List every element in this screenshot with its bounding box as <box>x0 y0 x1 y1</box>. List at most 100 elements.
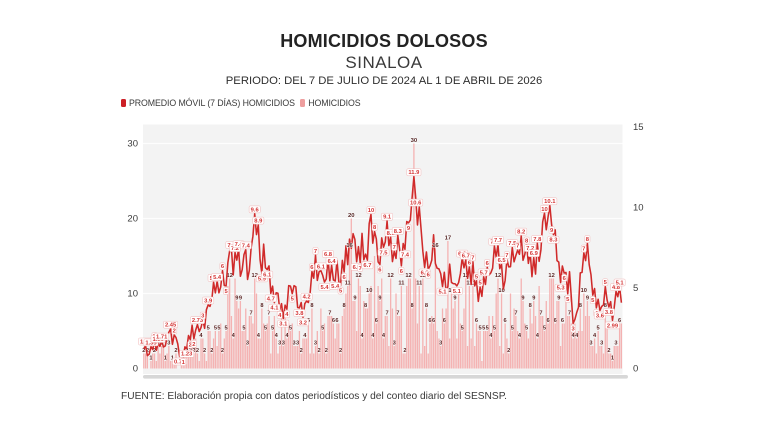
svg-text:2: 2 <box>146 348 149 354</box>
svg-text:2: 2 <box>196 348 199 354</box>
svg-text:7: 7 <box>250 311 253 317</box>
svg-text:11.9: 11.9 <box>408 170 420 176</box>
svg-text:17: 17 <box>445 236 452 242</box>
svg-text:5: 5 <box>604 280 608 286</box>
svg-text:8.1: 8.1 <box>387 231 396 237</box>
svg-text:6: 6 <box>554 318 557 324</box>
svg-text:3: 3 <box>314 341 317 347</box>
svg-text:2: 2 <box>300 348 303 354</box>
svg-text:20: 20 <box>127 214 138 225</box>
svg-text:4.7: 4.7 <box>267 296 275 302</box>
svg-text:4: 4 <box>593 333 597 339</box>
svg-text:16: 16 <box>346 243 353 249</box>
svg-text:5: 5 <box>225 326 228 332</box>
svg-text:15: 15 <box>633 122 644 133</box>
svg-text:7: 7 <box>505 253 508 259</box>
svg-text:12: 12 <box>355 273 361 279</box>
svg-text:11: 11 <box>416 281 422 287</box>
svg-text:8.9: 8.9 <box>254 219 263 225</box>
svg-text:5.4: 5.4 <box>213 275 222 281</box>
svg-text:5: 5 <box>543 326 546 332</box>
svg-text:8: 8 <box>373 225 377 231</box>
svg-text:8: 8 <box>260 303 263 309</box>
svg-text:6: 6 <box>310 265 314 271</box>
svg-text:0: 0 <box>633 364 638 375</box>
svg-text:8.3: 8.3 <box>394 229 403 235</box>
svg-text:16: 16 <box>432 243 439 249</box>
svg-text:8: 8 <box>425 303 428 309</box>
svg-text:1: 1 <box>149 356 152 362</box>
svg-text:6: 6 <box>378 267 382 273</box>
svg-text:3: 3 <box>571 327 575 333</box>
svg-text:2: 2 <box>325 348 328 354</box>
svg-text:6: 6 <box>342 275 346 281</box>
svg-text:4: 4 <box>303 333 307 339</box>
svg-text:7.8: 7.8 <box>533 237 542 243</box>
svg-text:7: 7 <box>539 311 542 317</box>
svg-text:6: 6 <box>332 318 335 324</box>
svg-text:9: 9 <box>586 296 589 302</box>
svg-text:5.4: 5.4 <box>320 285 329 291</box>
svg-text:7: 7 <box>267 311 270 317</box>
svg-text:9: 9 <box>353 296 356 302</box>
svg-text:5.7: 5.7 <box>480 270 488 276</box>
svg-text:6.7: 6.7 <box>462 254 470 260</box>
svg-text:6: 6 <box>504 318 507 324</box>
svg-text:4: 4 <box>232 333 236 339</box>
svg-text:3.8: 3.8 <box>295 311 304 317</box>
svg-text:5: 5 <box>339 289 343 295</box>
svg-text:2: 2 <box>607 348 610 354</box>
svg-text:6: 6 <box>432 318 435 324</box>
svg-text:9: 9 <box>378 296 381 302</box>
svg-text:11: 11 <box>466 281 472 287</box>
svg-text:10: 10 <box>633 202 644 213</box>
svg-text:12: 12 <box>227 273 233 279</box>
svg-text:5: 5 <box>242 326 245 332</box>
svg-text:3: 3 <box>282 341 285 347</box>
svg-text:9: 9 <box>521 296 524 302</box>
svg-text:7.2: 7.2 <box>231 246 239 252</box>
svg-text:6: 6 <box>375 318 378 324</box>
svg-text:5: 5 <box>217 326 220 332</box>
svg-text:12: 12 <box>252 273 258 279</box>
svg-text:3: 3 <box>293 341 296 347</box>
svg-text:7: 7 <box>396 311 399 317</box>
svg-text:3: 3 <box>439 341 442 347</box>
svg-text:3: 3 <box>246 341 249 347</box>
svg-text:5: 5 <box>525 326 528 332</box>
svg-text:6: 6 <box>427 273 431 279</box>
svg-text:2: 2 <box>339 348 342 354</box>
svg-text:7: 7 <box>514 311 517 317</box>
svg-text:4: 4 <box>257 333 261 339</box>
svg-text:5.1: 5.1 <box>453 289 462 295</box>
svg-text:10.6: 10.6 <box>410 201 422 207</box>
svg-text:5: 5 <box>597 326 600 332</box>
svg-text:10: 10 <box>127 289 138 300</box>
svg-text:7: 7 <box>386 311 389 317</box>
svg-text:8: 8 <box>411 303 414 309</box>
svg-text:6: 6 <box>468 261 472 267</box>
svg-text:5: 5 <box>264 326 267 332</box>
svg-text:9: 9 <box>550 228 554 234</box>
svg-text:7: 7 <box>328 311 331 317</box>
svg-text:3: 3 <box>278 341 281 347</box>
svg-text:4.2: 4.2 <box>303 295 311 301</box>
svg-text:8: 8 <box>586 237 590 243</box>
svg-text:7.7: 7.7 <box>494 238 502 244</box>
svg-text:8: 8 <box>604 303 607 309</box>
svg-text:9: 9 <box>532 296 535 302</box>
svg-text:8: 8 <box>343 303 346 309</box>
svg-text:8: 8 <box>310 303 313 309</box>
svg-text:4: 4 <box>518 333 522 339</box>
svg-text:5: 5 <box>321 326 324 332</box>
svg-text:1.71: 1.71 <box>156 335 168 341</box>
svg-text:7.5: 7.5 <box>508 241 517 247</box>
svg-text:6: 6 <box>428 318 431 324</box>
svg-text:2: 2 <box>192 342 195 348</box>
svg-text:9.6: 9.6 <box>251 207 260 213</box>
svg-text:5.1: 5.1 <box>616 280 625 286</box>
svg-text:10: 10 <box>541 207 547 213</box>
svg-text:12: 12 <box>463 273 469 279</box>
svg-text:7: 7 <box>516 244 519 250</box>
svg-text:6: 6 <box>475 318 478 324</box>
